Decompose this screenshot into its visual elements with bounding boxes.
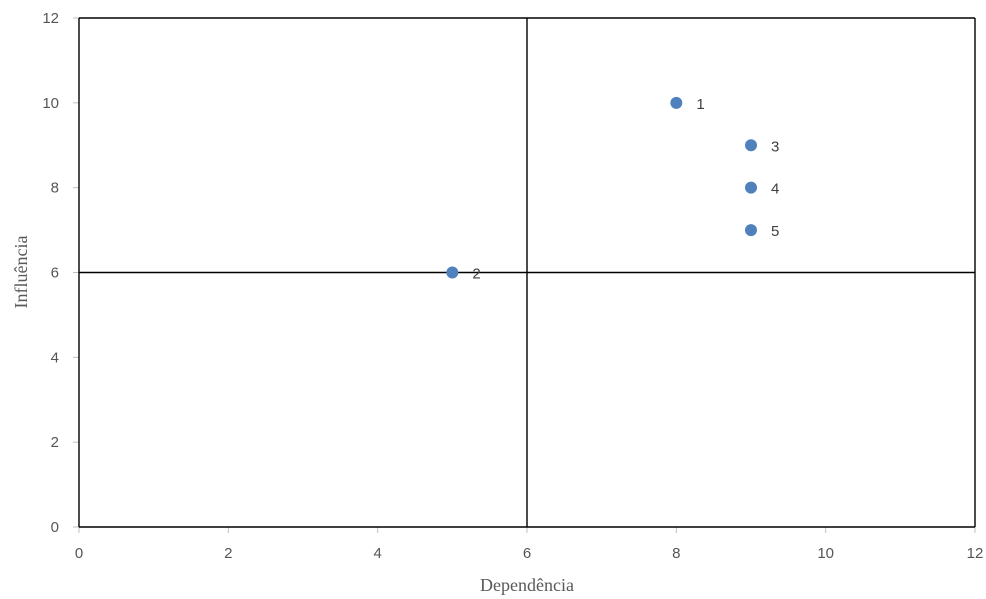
x-tick-label: 12 xyxy=(967,545,984,562)
y-tick-label: 0 xyxy=(51,519,59,536)
data-point-5 xyxy=(745,224,757,237)
y-axis-ticks: 0 2 4 6 8 10 12 xyxy=(42,10,79,536)
y-tick-label: 10 xyxy=(42,95,59,112)
x-axis-title: Dependência xyxy=(480,575,574,595)
data-point-3 xyxy=(745,139,757,152)
data-points: 1 2 3 4 5 xyxy=(446,96,779,283)
y-tick-label: 2 xyxy=(51,434,59,451)
y-tick-label: 8 xyxy=(51,180,59,197)
x-tick-label: 6 xyxy=(523,545,531,562)
x-tick-label: 10 xyxy=(817,545,834,562)
data-point-1 xyxy=(670,96,683,109)
data-label-4: 4 xyxy=(771,181,779,198)
x-tick-label: 8 xyxy=(672,545,680,562)
y-axis-title: Influência xyxy=(11,236,31,309)
data-label-1: 1 xyxy=(696,96,704,113)
x-tick-label: 0 xyxy=(75,545,83,562)
data-label-2: 2 xyxy=(472,266,480,283)
y-tick-label: 4 xyxy=(51,349,59,366)
data-label-5: 5 xyxy=(771,223,779,240)
data-point-2 xyxy=(446,266,459,279)
x-tick-label: 4 xyxy=(373,545,381,562)
y-tick-label: 6 xyxy=(51,265,59,282)
data-point-4 xyxy=(745,181,757,194)
x-tick-label: 2 xyxy=(224,545,232,562)
y-tick-label: 12 xyxy=(42,10,59,27)
data-label-3: 3 xyxy=(771,138,779,155)
x-axis-ticks: 0 2 4 6 8 10 12 xyxy=(75,527,984,562)
